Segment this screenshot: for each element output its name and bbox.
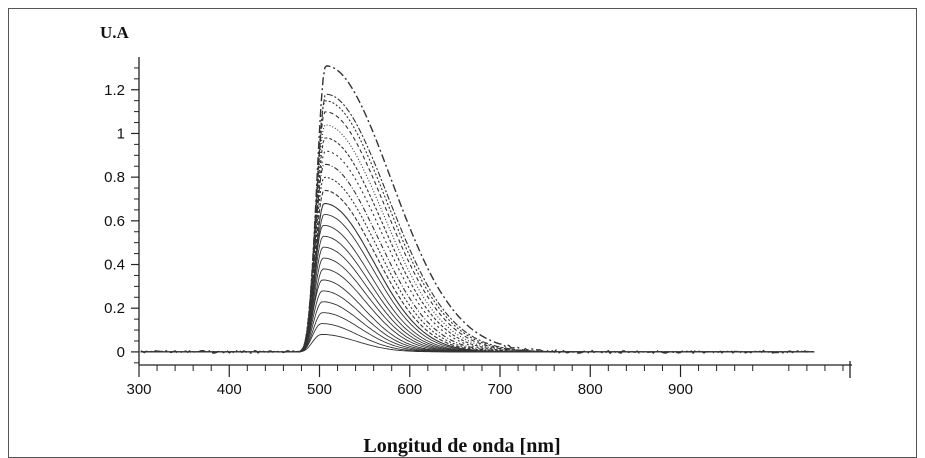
spectrum-line bbox=[140, 137, 815, 353]
spectrum-line bbox=[140, 93, 815, 353]
spectrum-line bbox=[140, 246, 815, 353]
spectrum-line bbox=[140, 202, 815, 353]
spectrum-line bbox=[140, 189, 815, 353]
spectrum-line bbox=[140, 150, 815, 353]
spectrum-line bbox=[140, 111, 815, 353]
spectrum-line bbox=[140, 100, 815, 353]
y-tick-label: 1.2 bbox=[104, 82, 125, 99]
x-tick-label: 900 bbox=[668, 381, 693, 398]
x-tick-label: 600 bbox=[397, 381, 422, 398]
spectrum-line bbox=[140, 301, 815, 353]
x-tick-label: 700 bbox=[487, 381, 512, 398]
y-tick-label: 0.6 bbox=[104, 213, 125, 230]
spectrum-line bbox=[140, 268, 815, 353]
y-tick-label: 0 bbox=[117, 344, 125, 361]
spectrum-line bbox=[140, 213, 815, 353]
y-axis-label: U.A bbox=[100, 23, 130, 42]
spectrum-line bbox=[140, 163, 815, 353]
x-tick-label: 400 bbox=[217, 381, 242, 398]
spectrum-line bbox=[140, 224, 815, 353]
x-tick-label: 800 bbox=[578, 381, 603, 398]
x-tick-label: 300 bbox=[126, 381, 151, 398]
spectrum-line bbox=[140, 235, 815, 353]
spectrum-line bbox=[140, 124, 815, 353]
y-tick-label: 0.4 bbox=[104, 257, 125, 274]
y-tick-label: 0.2 bbox=[104, 300, 125, 317]
spectrum-line bbox=[140, 65, 815, 355]
spectrum-line bbox=[140, 176, 815, 353]
tick-layer: 300 400 500 600 700 800 900 0 0.2 0.4 0.6 0.8 1 1.2 bbox=[104, 67, 844, 398]
y-tick-label: 1 bbox=[117, 125, 125, 142]
series-layer bbox=[140, 65, 815, 355]
x-tick-label: 500 bbox=[307, 381, 332, 398]
y-tick-label: 0.8 bbox=[104, 169, 125, 186]
x-axis-label: Longitud de onda [nm] bbox=[363, 435, 560, 457]
spectrum-line bbox=[140, 257, 815, 353]
